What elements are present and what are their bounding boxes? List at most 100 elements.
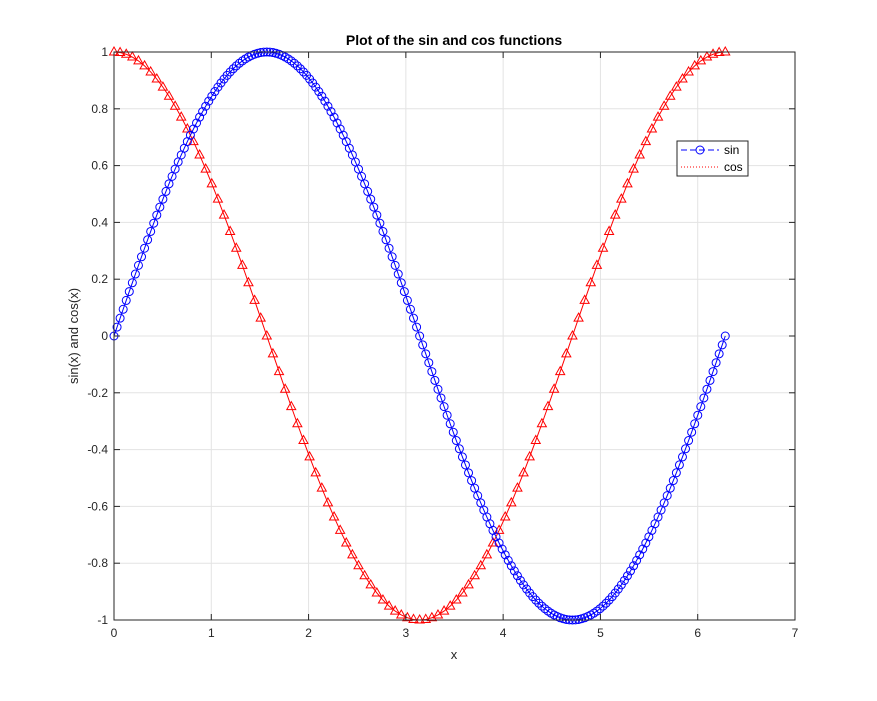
series-sin-point (311, 82, 321, 92)
series-sin-point (470, 483, 480, 493)
series-cos-point (237, 259, 248, 269)
series-sin-point (503, 555, 513, 565)
y-tick-label: 1 (101, 45, 108, 59)
series-sin-point (659, 498, 669, 508)
series-cos-point (450, 594, 462, 604)
series-cos-point (206, 177, 218, 188)
series-cos-point (530, 434, 542, 445)
tick-labels: 0 1 2 3 4 5 6 7 -1 -0.8 -0.6 -0.4 -0.2 0 0.2 0.4 0.6 0.8 1 (87, 45, 798, 640)
series-cos-point (292, 417, 303, 428)
chart-title: Plot of the sin and cos functions (346, 32, 562, 48)
series-sin-point (286, 56, 296, 66)
series-sin-point (671, 468, 681, 478)
series-cos-point (664, 90, 676, 100)
series-sin-point (292, 61, 302, 71)
series-sin-point (714, 349, 724, 359)
series-sin-point (497, 544, 507, 554)
series-cos-point (420, 613, 432, 623)
series-sin-point (635, 550, 645, 560)
series-cos-point (322, 496, 334, 507)
series-sin-point (561, 614, 571, 624)
series-sin-point (372, 210, 382, 220)
series-sin-point (366, 194, 376, 204)
series-sin-point (192, 118, 202, 128)
series-sin-point (427, 367, 437, 377)
series-sin-point (121, 295, 131, 305)
series-cos-point (567, 329, 578, 340)
series-sin-point (512, 571, 522, 581)
series-cos-point (707, 48, 719, 58)
series-cos-point (224, 225, 236, 235)
series-sin-point (158, 194, 168, 204)
x-tick-label: 2 (305, 626, 312, 640)
series-cos-point (359, 569, 370, 580)
legend-box (676, 140, 749, 177)
series-cos-point (157, 81, 169, 91)
series-sin-point (409, 313, 419, 323)
series-sin-point (378, 226, 388, 236)
series-sin-point (540, 604, 550, 614)
series-sin-point (283, 54, 293, 64)
series-cos-point (163, 90, 175, 100)
series-cos-point (383, 600, 395, 610)
series-sin-point (467, 476, 477, 486)
series-sin-point (604, 595, 614, 605)
series-sin-point (161, 186, 171, 196)
series-cos-point (261, 329, 273, 340)
series-sin-point (207, 91, 217, 101)
series-sin-point (626, 566, 636, 576)
series-cos-point (652, 111, 664, 121)
y-tick-label: -0.8 (87, 556, 108, 570)
series-cos-point (512, 482, 523, 492)
series-sin-point (681, 444, 691, 454)
series-sin-point (115, 313, 125, 323)
series-cos-point (377, 594, 389, 604)
series-sin-point (638, 544, 648, 554)
series-cos-point (542, 400, 554, 411)
legend-cos-label: cos (724, 160, 743, 174)
series-sin-point (457, 452, 467, 462)
series-sin-point (369, 202, 379, 212)
series-sin-point (393, 269, 403, 279)
legend[interactable]: sin cos (676, 140, 749, 177)
series-sin-point (528, 592, 538, 602)
series-sin-point (152, 210, 162, 220)
series-cos-point (597, 242, 609, 252)
series-sin-point (234, 58, 244, 68)
series-cos-point (273, 365, 285, 376)
series-sin-point (433, 384, 443, 394)
series-cos-point (658, 100, 670, 110)
series-cos-point (719, 45, 731, 56)
series-sin-point (531, 595, 541, 605)
legend-sin-marker (695, 145, 705, 155)
series-sin-point (143, 235, 153, 245)
series-sin-point (329, 112, 339, 122)
series-sin-point (629, 561, 639, 571)
series-sin-point (619, 575, 629, 585)
series-cos-point (524, 450, 536, 461)
series-sin-point (268, 48, 278, 58)
series-sin-point (387, 252, 397, 262)
series-cos-point (634, 148, 646, 159)
series-sin-point (332, 118, 342, 128)
series-cos-point (328, 511, 340, 521)
series-cos-point (353, 559, 364, 570)
series-cos-point (475, 559, 487, 570)
series-sin-point (668, 476, 678, 486)
series-sin-point (357, 171, 367, 181)
series-sin-point (204, 96, 214, 106)
legend-entry-cos[interactable]: cos (681, 160, 743, 174)
series-cos-point (298, 434, 309, 445)
series-sin-point (448, 427, 458, 437)
series-sin-point (460, 460, 470, 470)
series-sin-point (616, 580, 626, 590)
series-sin-point (298, 67, 308, 77)
series-sin-point (155, 202, 165, 212)
legend-entry-sin[interactable]: sin (681, 143, 739, 157)
series-cos-point (615, 193, 627, 203)
series-sin-point (130, 269, 140, 279)
series-sin-point (381, 235, 391, 245)
series-sin-point (188, 124, 198, 134)
series-cos-point (585, 276, 597, 287)
